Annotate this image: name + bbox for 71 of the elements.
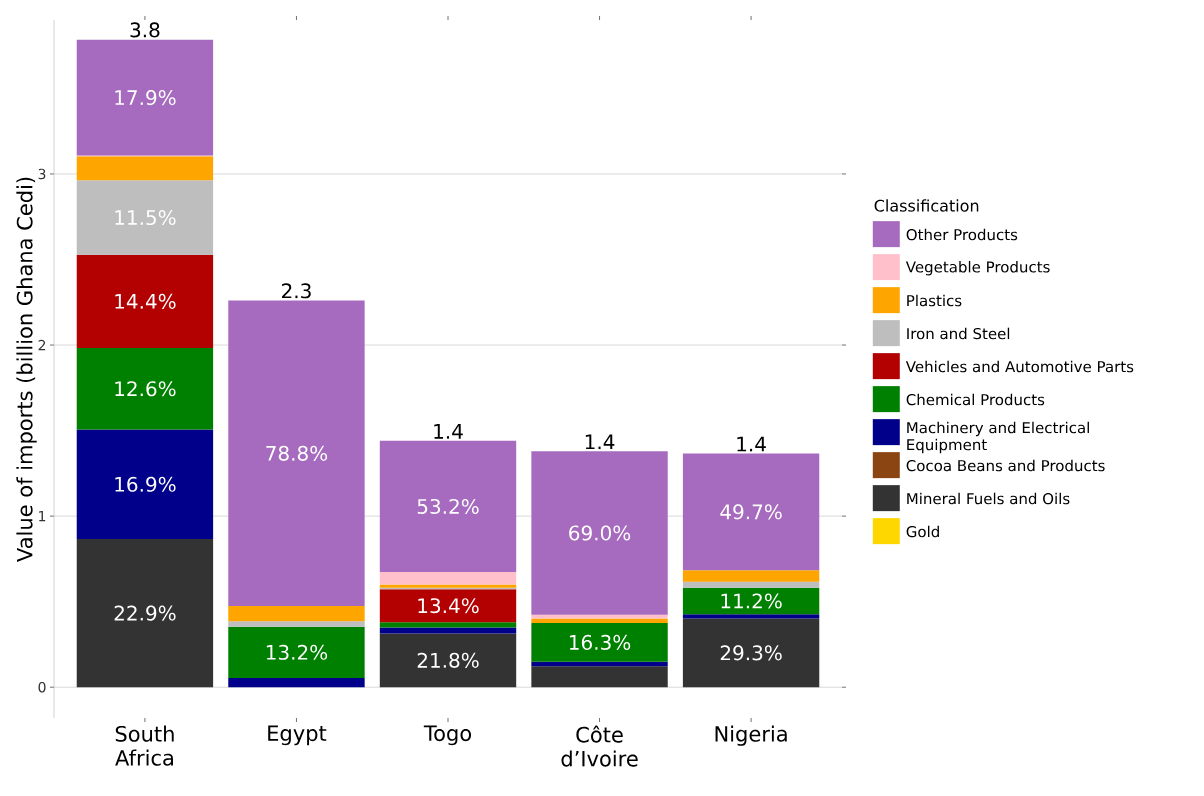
annotation: 17.9%	[115, 90, 176, 106]
bar	[531, 614, 668, 619]
y-tick-label: 2	[38, 339, 46, 351]
bar	[76, 429, 214, 540]
annotation: 12.6%	[115, 381, 176, 397]
legend-label: Other Products	[906, 228, 1018, 241]
bar	[76, 347, 214, 430]
legend-label: Chemical Products	[906, 393, 1045, 406]
bar	[379, 572, 517, 585]
bar	[76, 180, 214, 255]
x-tick-label: Côte d’Ivoire	[561, 725, 638, 767]
x-tick-label: Egypt	[268, 725, 327, 746]
annotation: 21.8%	[417, 652, 479, 668]
legend-label: Mineral Fuels and Oils	[907, 492, 1070, 505]
bar	[531, 451, 668, 615]
bar	[228, 606, 365, 622]
bar	[682, 614, 820, 619]
annotation: 78.8%	[266, 445, 328, 461]
annotation: 16.9%	[115, 476, 176, 492]
bar	[682, 453, 820, 571]
annotation: 11.2%	[721, 593, 782, 609]
bar	[379, 589, 517, 623]
annotation: 22.9%	[114, 605, 176, 621]
annotation: 13.2%	[266, 644, 328, 660]
total-label: 1.4	[737, 436, 766, 452]
bar	[531, 623, 668, 662]
annotation: 69.0%	[569, 525, 631, 541]
bar	[228, 626, 365, 678]
bar	[682, 587, 820, 615]
bar	[76, 254, 214, 348]
legend-label: Vegetable Products	[905, 260, 1050, 276]
bar	[228, 677, 365, 688]
annotation: 13.4%	[418, 598, 479, 614]
x-tick-label: Togo	[423, 725, 472, 746]
bar	[531, 666, 668, 688]
bar	[531, 618, 668, 624]
legend-label: Cocoa Beans and Products	[906, 459, 1105, 472]
annotation: 11.5%	[115, 209, 176, 226]
bar	[76, 39, 214, 156]
bar	[379, 622, 517, 628]
annotation: 53.2%	[417, 498, 479, 515]
legend-label: Machinery and Electrical Equipment	[907, 421, 1089, 454]
bar	[76, 539, 214, 688]
bar	[379, 633, 517, 688]
annotation: 16.3%	[569, 634, 631, 650]
total-label: 1.4	[434, 424, 463, 439]
bar	[228, 621, 365, 627]
total-label: 1.4	[585, 434, 615, 450]
x-tick-label: Nigeria	[715, 725, 787, 746]
y-axis-title: Value of imports (billion Ghana Cedi)	[16, 177, 37, 562]
legend-title: Classification	[874, 199, 979, 212]
bar	[228, 300, 365, 607]
bar	[379, 440, 517, 573]
bar	[682, 581, 820, 588]
bar	[379, 627, 517, 634]
total-label: 3.8	[130, 22, 160, 38]
y-tick-label: 3	[38, 168, 46, 180]
legend-label: Iron and Steel	[907, 327, 1010, 340]
y-tick-label: 1	[39, 511, 46, 522]
y-tick-label: 0	[38, 681, 46, 693]
annotation: 14.4%	[115, 293, 176, 309]
legend-label: Vehicles and Automotive Parts	[905, 360, 1134, 373]
annotation: 29.3%	[720, 645, 782, 661]
x-tick-label: South Africa	[115, 725, 174, 766]
bar	[682, 618, 820, 688]
legend-label: Gold	[906, 525, 939, 538]
bar	[682, 570, 820, 582]
total-label: 2.3	[282, 283, 311, 299]
annotation: 49.7%	[720, 504, 782, 520]
legend-label: Plastics	[907, 294, 962, 307]
bar	[76, 156, 214, 181]
